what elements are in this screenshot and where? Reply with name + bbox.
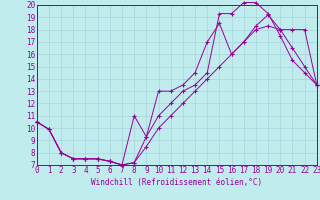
X-axis label: Windchill (Refroidissement éolien,°C): Windchill (Refroidissement éolien,°C) bbox=[91, 178, 262, 187]
